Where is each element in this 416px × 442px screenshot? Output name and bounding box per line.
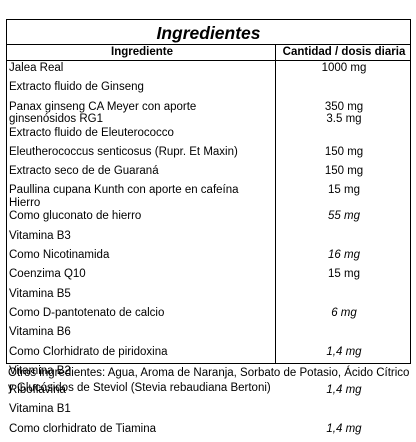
ingredient-amount: 150 mg bbox=[324, 145, 364, 158]
ingredient-name: Como D-pantotenato de calcio bbox=[9, 306, 165, 319]
ingredient-name: Riboflavina bbox=[9, 384, 66, 397]
ingredient-name: Extracto fluido de Ginseng bbox=[9, 81, 144, 94]
table-row: Como Nicotinamida 16 mg bbox=[7, 249, 410, 268]
table-row: Extracto seco de de Guaraná 150 mg bbox=[7, 165, 410, 184]
table-row: Jalea Real 1000 mg bbox=[7, 62, 410, 81]
ingredient-name: Vitamina B6 bbox=[9, 326, 71, 339]
ingredient-name: Extracto fluido de Eleuterococco bbox=[9, 126, 174, 139]
header-divider bbox=[7, 44, 410, 45]
ingredient-amount-line: 350 mg bbox=[324, 100, 364, 113]
ingredient-name: Como Clorhidrato de piridoxina bbox=[9, 345, 168, 358]
table-row: Como gluconato de hierro 55 mg bbox=[7, 210, 410, 229]
ingredient-amount: 1000 mg bbox=[321, 62, 367, 74]
ingredient-name-line: Paullina cupana Kunth con aporte en cafe… bbox=[9, 184, 239, 197]
table-row: Como clorhidrato de Tiamina 1,4 mg bbox=[7, 423, 410, 442]
column-header-amount: Cantidad / dosis diaria bbox=[282, 46, 406, 58]
ingredient-name: Vitamina B2 bbox=[9, 364, 71, 377]
column-divider bbox=[275, 44, 276, 363]
ingredient-name-line: ginsenósidos RG1 bbox=[9, 113, 103, 126]
table-row: Como D-pantotenato de calcio 6 mg bbox=[7, 307, 410, 326]
table-row: Coenzima Q10 15 mg bbox=[7, 268, 410, 287]
ingredient-amount: 55 mg bbox=[328, 210, 360, 223]
table-row: Como Clorhidrato de piridoxina 1,4 mg bbox=[7, 346, 410, 365]
ingredient-name: Jalea Real bbox=[9, 62, 64, 74]
ingredient-name: Panax ginseng CA Meyer con aporte ginsenó… bbox=[9, 101, 196, 127]
ingredient-amount: 1,4 mg bbox=[326, 422, 362, 435]
ingredient-name: Como gluconato de hierro bbox=[9, 210, 142, 223]
ingredient-name: Vitamina B5 bbox=[9, 287, 71, 300]
ingredient-name-line: Hierro bbox=[9, 197, 41, 210]
table-row: Vitamina B6 bbox=[7, 326, 410, 345]
table-row: Eleutherococcus senticosus (Rupr. Et Max… bbox=[7, 146, 410, 165]
ingredient-amount-line bbox=[275, 197, 413, 210]
ingredient-name: Paullina cupana Kunth con aporte en cafe… bbox=[9, 184, 239, 210]
ingredient-name: Vitamina B3 bbox=[9, 229, 71, 242]
table-row: Vitamina B1 bbox=[7, 403, 410, 422]
ingredient-name-line: Panax ginseng CA Meyer con aporte bbox=[9, 100, 197, 113]
ingredient-amount: 1,4 mg bbox=[326, 384, 362, 397]
ingredient-amount: 6 mg bbox=[331, 306, 357, 319]
table-row: Extracto fluido de Ginseng bbox=[7, 81, 410, 100]
ingredient-amount: 350 mg 3.5 mg bbox=[275, 101, 413, 127]
table-title: Ingredientes bbox=[156, 23, 261, 43]
table-row: Riboflavina 1,4 mg bbox=[7, 384, 410, 403]
table-row: Vitamina B2 bbox=[7, 365, 410, 384]
ingredient-name: Como Nicotinamida bbox=[9, 249, 110, 262]
ingredient-amount: 1,4 mg bbox=[326, 345, 362, 358]
table-row: Vitamina B3 bbox=[7, 230, 410, 249]
table-body: Jalea Real 1000 mg Extracto fluido de Gins… bbox=[7, 62, 410, 442]
ingredient-name: Como clorhidrato de Tiamina bbox=[9, 422, 157, 435]
header-bottom-divider bbox=[7, 60, 410, 61]
ingredient-amount: 16 mg bbox=[328, 249, 360, 262]
table-row: Extracto fluido de Eleuterococco bbox=[7, 127, 410, 146]
ingredient-amount: 15 mg bbox=[328, 268, 360, 281]
table-row: Panax ginseng CA Meyer con aporte ginsenó… bbox=[7, 101, 410, 127]
ingredient-amount-line: 3.5 mg bbox=[326, 113, 362, 126]
ingredient-name: Coenzima Q10 bbox=[9, 268, 86, 281]
table-row: Vitamina B5 bbox=[7, 288, 410, 307]
ingredient-name: Vitamina B1 bbox=[9, 403, 71, 416]
ingredient-name: Eleutherococcus senticosus (Rupr. Et Max… bbox=[9, 145, 238, 158]
ingredient-name: Extracto seco de de Guaraná bbox=[9, 165, 159, 178]
ingredients-table: Ingredientes Ingrediente Cantidad / dosi… bbox=[6, 19, 411, 435]
other-ingredients-note: Otros ingredientes: Agua, Aroma de Naran… bbox=[8, 367, 410, 394]
ingredient-amount: 150 mg bbox=[324, 165, 364, 178]
table-row: Paullina cupana Kunth con aporte en cafe… bbox=[7, 184, 410, 210]
ingredient-amount-line: 15 mg bbox=[328, 184, 360, 197]
ingredient-amount: 15 mg bbox=[275, 184, 413, 210]
column-header-ingredient: Ingrediente bbox=[111, 46, 173, 58]
